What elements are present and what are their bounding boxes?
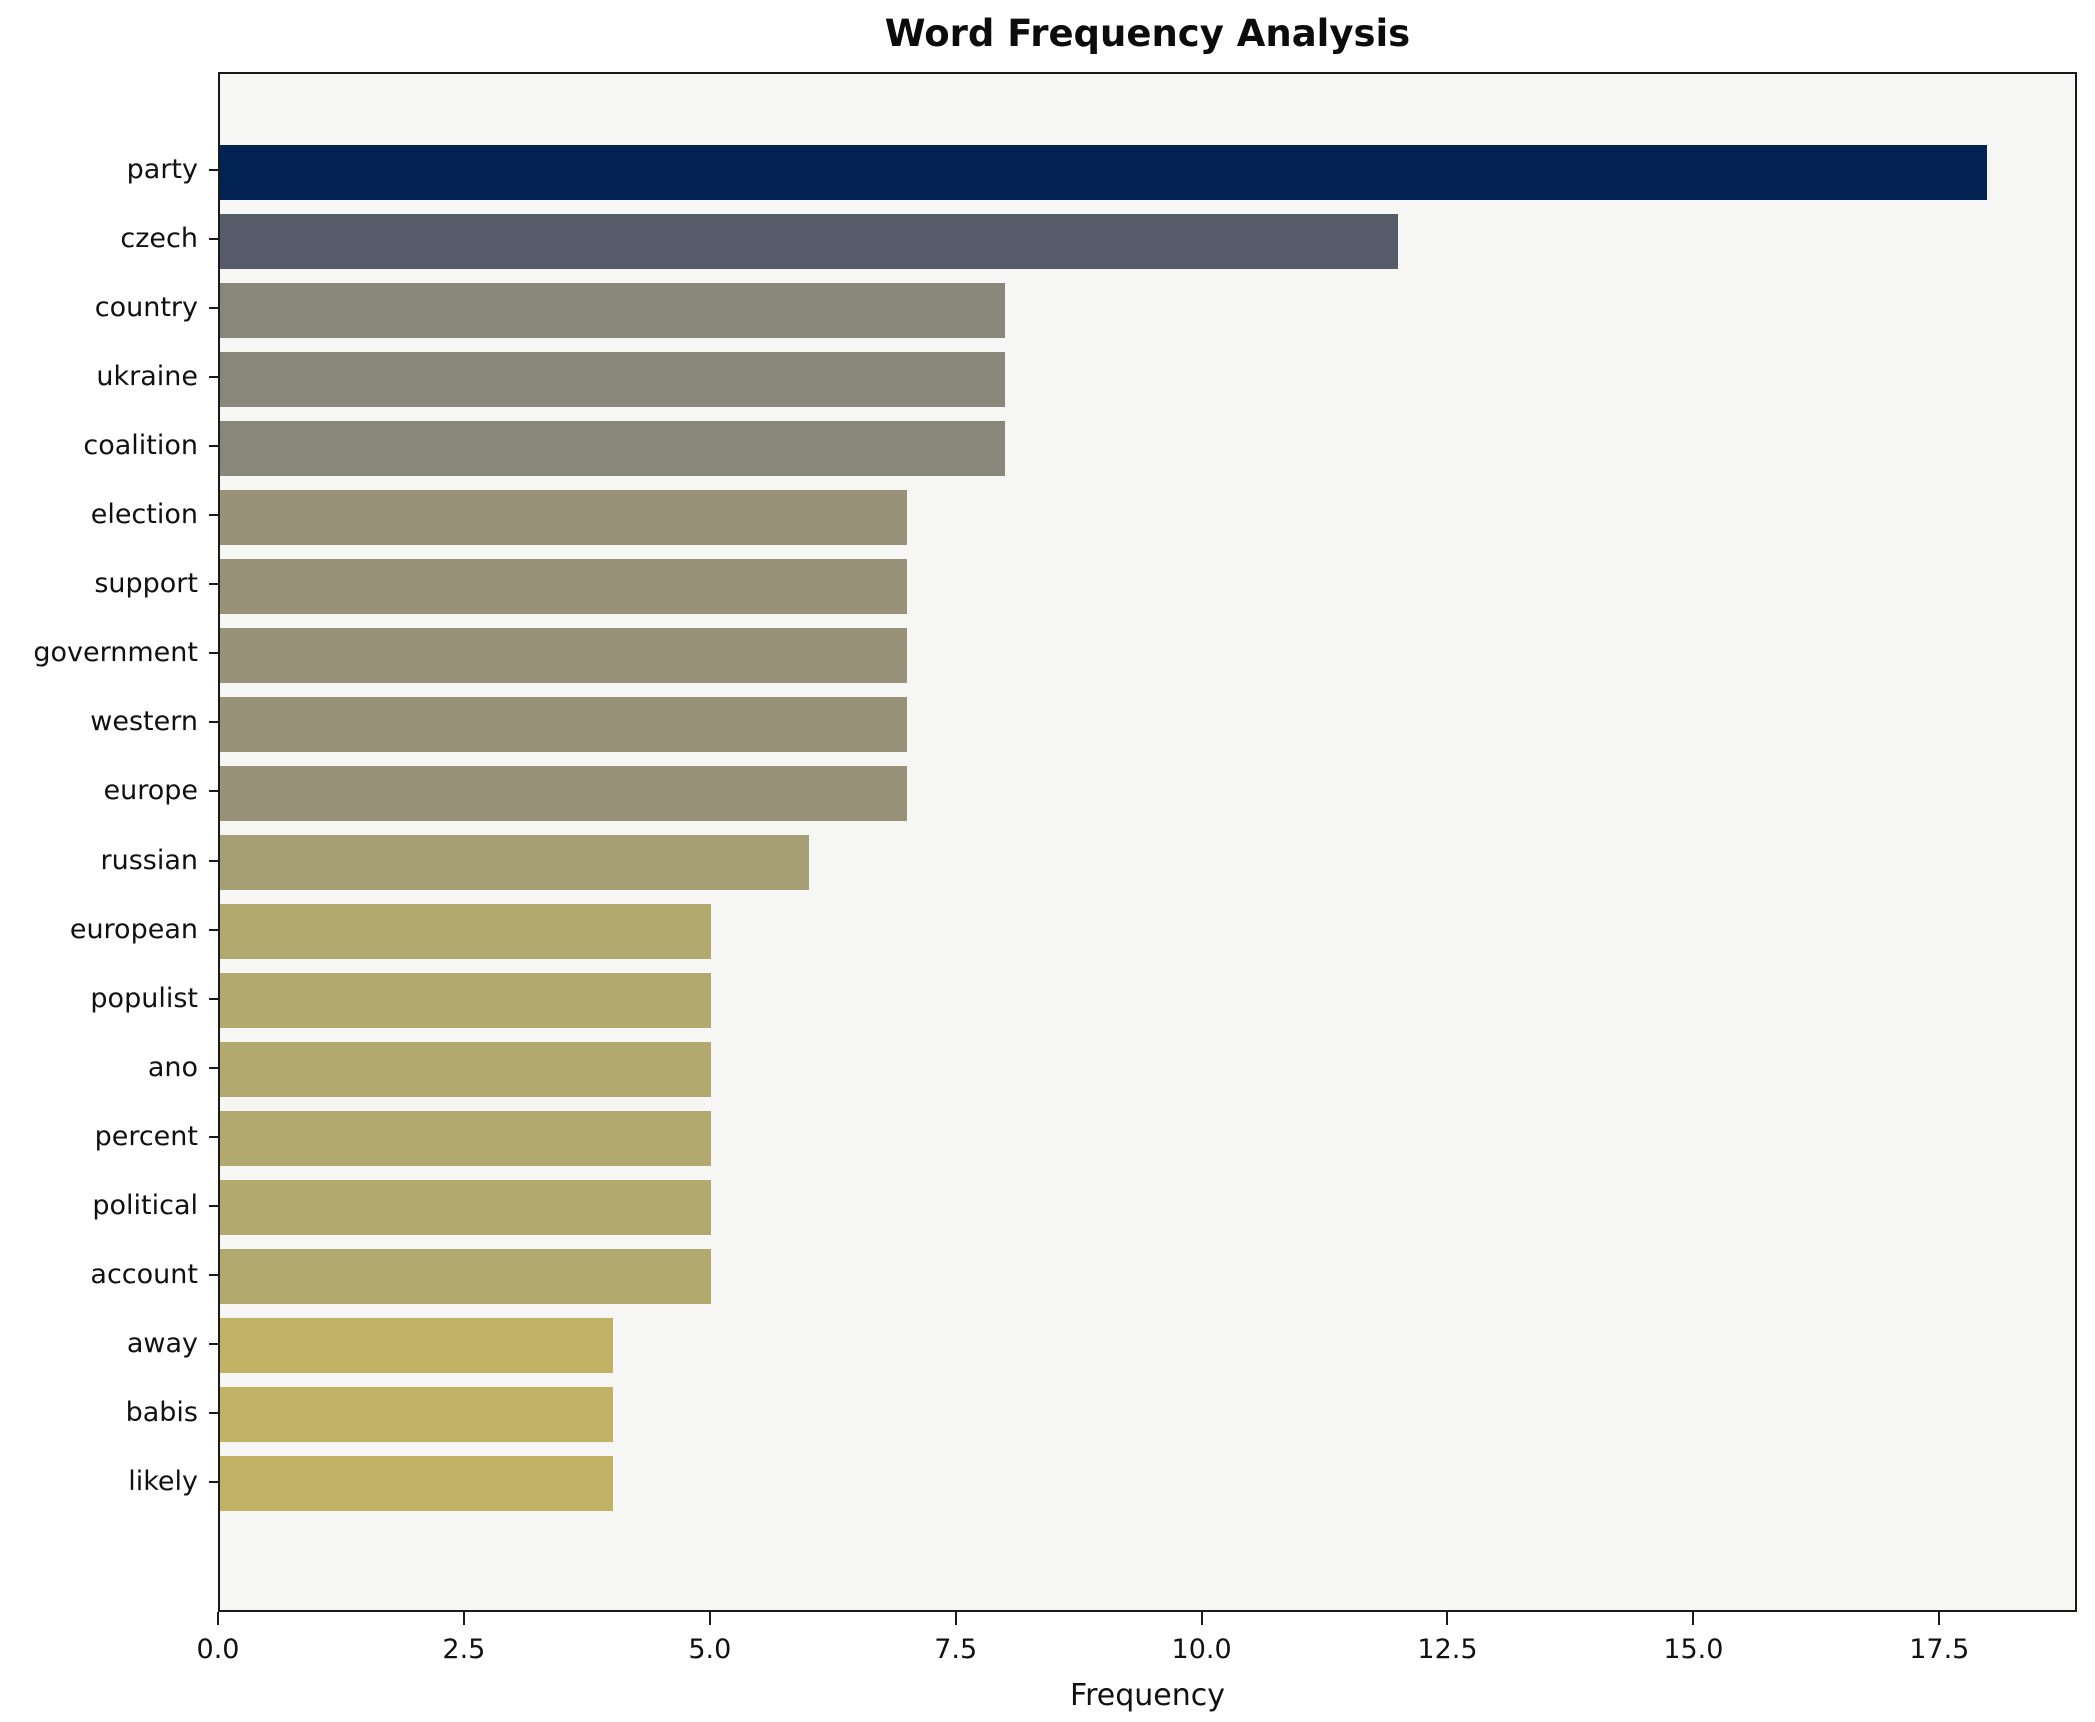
x-tick-mark [708, 1612, 711, 1625]
bar-party [220, 144, 1987, 200]
bar-support [220, 558, 908, 614]
y-tick-label-government: government [33, 637, 198, 669]
y-tick-label-likely: likely [128, 1465, 198, 1497]
y-tick-mark [209, 859, 218, 862]
bar-election [220, 489, 908, 545]
bar-babis [220, 1387, 613, 1443]
y-tick-label-country: country [94, 292, 198, 324]
y-tick-label-political: political [92, 1189, 198, 1221]
bar-government [220, 627, 908, 683]
bar-czech [220, 213, 1398, 269]
plot-area [218, 72, 2077, 1612]
bar-coalition [220, 420, 1006, 476]
x-tick-mark [1200, 1612, 1203, 1625]
x-tick-mark [462, 1612, 465, 1625]
x-tick-mark [1938, 1612, 1941, 1625]
y-tick-mark [209, 928, 218, 931]
x-tick-label-7.5: 7.5 [934, 1634, 978, 1665]
bar-political [220, 1180, 711, 1236]
y-tick-label-western: western [90, 706, 198, 738]
y-tick-label-coalition: coalition [83, 430, 198, 462]
y-tick-mark [209, 790, 218, 793]
y-tick-label-babis: babis [125, 1396, 198, 1428]
y-tick-label-party: party [126, 154, 198, 185]
x-tick-label-17.5: 17.5 [1909, 1634, 1970, 1665]
y-tick-label-support: support [94, 568, 198, 600]
bar-country [220, 282, 1006, 338]
y-tick-mark [209, 1204, 218, 1207]
y-tick-mark [209, 1480, 218, 1483]
bar-likely [220, 1456, 613, 1512]
y-tick-mark [209, 445, 218, 448]
bar-populist [220, 973, 711, 1029]
bar-ukraine [220, 351, 1006, 407]
y-tick-mark [209, 583, 218, 586]
y-tick-label-russian: russian [100, 844, 198, 876]
bar-europe [220, 765, 908, 821]
bar-european [220, 904, 711, 960]
bar-ano [220, 1042, 711, 1098]
bar-russian [220, 835, 809, 890]
x-tick-label-12.5: 12.5 [1417, 1634, 1478, 1665]
y-tick-mark [209, 307, 218, 310]
bar-western [220, 696, 908, 752]
y-tick-mark [209, 652, 218, 655]
y-tick-label-ukraine: ukraine [96, 361, 198, 393]
y-tick-mark [209, 1135, 218, 1138]
bar-account [220, 1249, 711, 1305]
y-tick-mark [209, 997, 218, 1000]
y-tick-label-ano: ano [147, 1051, 198, 1083]
x-tick-label-5.0: 5.0 [688, 1634, 732, 1665]
y-tick-mark [209, 514, 218, 517]
y-tick-mark [209, 1411, 218, 1414]
y-tick-label-europe: europe [103, 775, 199, 807]
y-tick-mark [209, 1273, 218, 1276]
x-tick-label-15.0: 15.0 [1663, 1634, 1724, 1665]
y-tick-label-czech: czech [120, 223, 198, 255]
x-tick-mark [954, 1612, 957, 1625]
y-tick-mark [209, 238, 218, 241]
y-tick-mark [209, 721, 218, 724]
y-tick-mark [209, 1066, 218, 1069]
y-tick-label-populist: populist [90, 982, 198, 1014]
y-tick-label-election: election [90, 499, 198, 531]
x-tick-label-10.0: 10.0 [1171, 1634, 1232, 1665]
x-axis-label: Frequency [1070, 1678, 1225, 1713]
y-tick-mark [209, 169, 218, 171]
x-tick-mark [1692, 1612, 1695, 1625]
y-tick-label-percent: percent [94, 1120, 198, 1152]
bar-away [220, 1318, 613, 1374]
bar-percent [220, 1111, 711, 1167]
y-tick-mark [209, 1342, 218, 1345]
y-tick-label-account: account [90, 1258, 198, 1290]
x-tick-mark [1446, 1612, 1449, 1625]
chart-title: Word Frequency Analysis [884, 12, 1411, 55]
x-tick-label-2.5: 2.5 [442, 1634, 486, 1665]
x-tick-label-0.0: 0.0 [196, 1634, 240, 1665]
y-tick-label-away: away [126, 1327, 198, 1359]
y-tick-label-european: european [69, 913, 198, 945]
y-tick-mark [209, 376, 218, 379]
x-tick-mark [217, 1612, 219, 1625]
